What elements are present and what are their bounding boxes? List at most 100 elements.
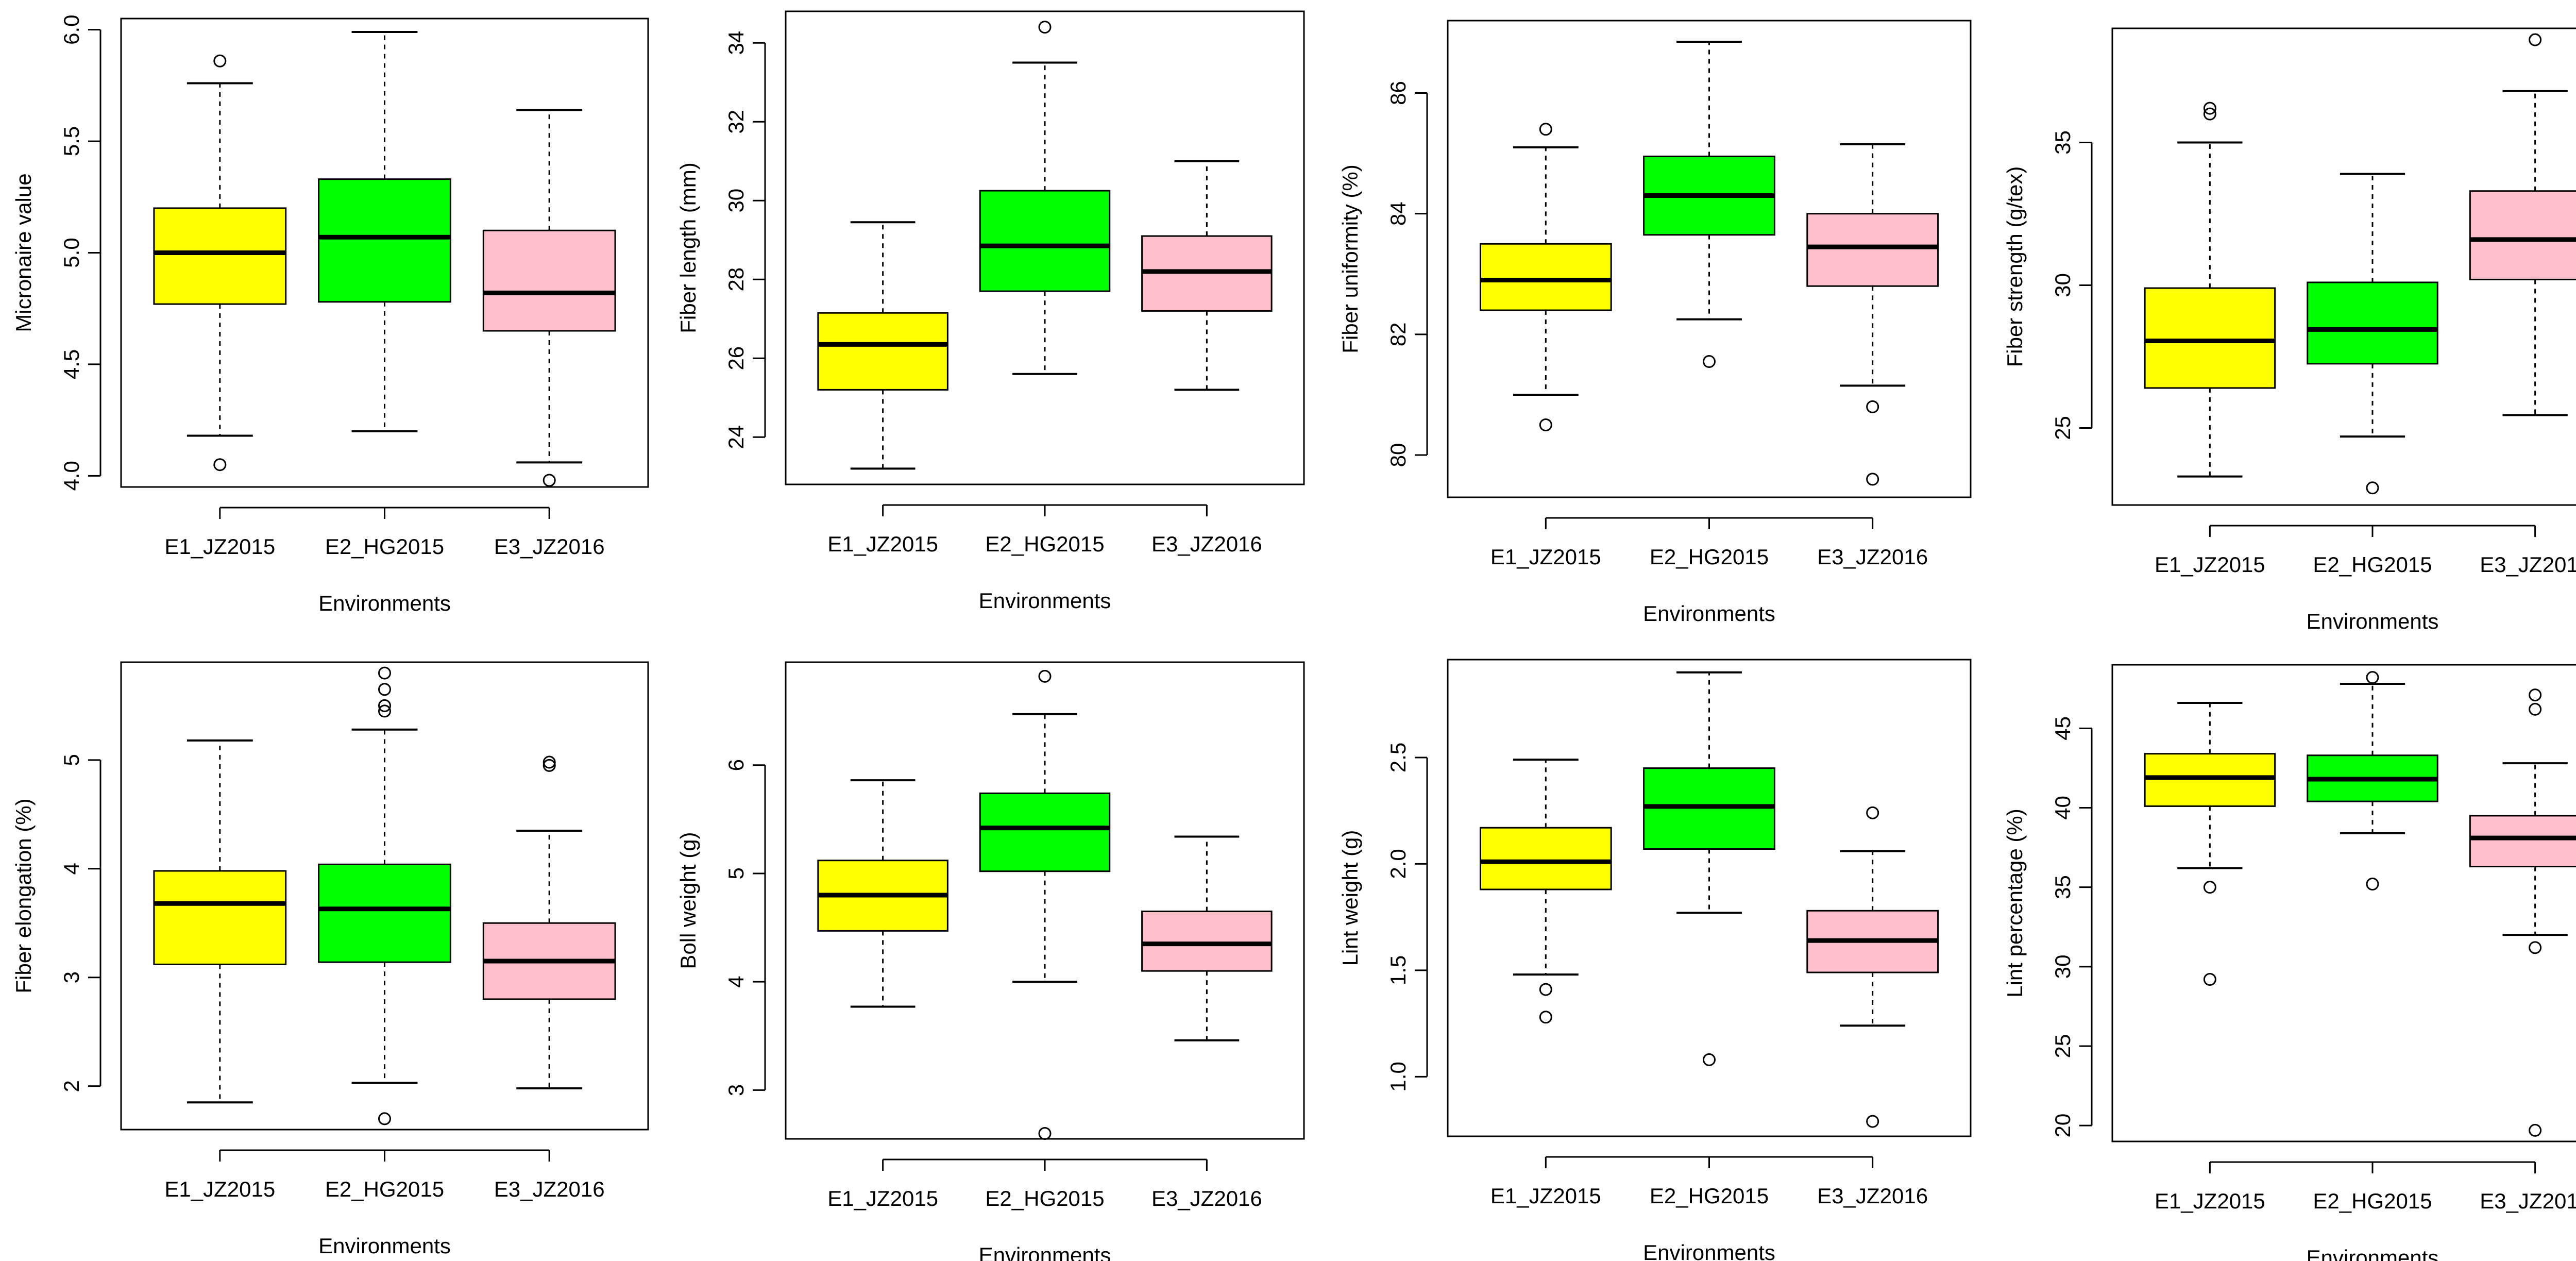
y-axis-title: Fiber length (mm): [676, 162, 700, 333]
box-E2_HG2015: [979, 669, 1111, 1140]
x-tick-label: E1_JZ2015: [164, 1177, 275, 1201]
outlier-point: [2529, 33, 2542, 46]
x-axis-title: Environments: [318, 1234, 451, 1258]
x-axis-title: Environments: [979, 1243, 1111, 1261]
y-tick-label: 2.0: [1386, 849, 1410, 879]
y-tick-label: 28: [724, 267, 748, 292]
outlier-point: [2529, 1123, 2542, 1137]
y-axis-title: Boll weight (g): [676, 832, 700, 969]
outlier-point: [1866, 806, 1879, 819]
iqr-box: [2469, 190, 2576, 280]
outlier-point: [2529, 688, 2542, 702]
plot-frame: [1447, 20, 1972, 498]
boxplot-panel: 4.0 4.5 5.0 5.5 6.0 E1_JZ2015 E2_HG2015 E3_JZ20…: [11, 14, 649, 615]
outlier-point: [213, 54, 227, 68]
outlier-point: [2366, 671, 2379, 684]
iqr-box: [979, 190, 1111, 292]
iqr-box: [318, 178, 451, 303]
y-tick-label: 5.5: [59, 126, 83, 156]
outlier-point: [1703, 1053, 1716, 1066]
x-axis-title: Environments: [1643, 601, 1775, 626]
outlier-point: [1038, 21, 1052, 34]
boxplot-panel: 1.01.52.02.5E1_JZ2015 E2_HG2015 E3_JZ2016E…: [1338, 659, 1972, 1261]
box-E1_JZ2015: [2144, 102, 2276, 478]
x-axis: E1_JZ2015 E2_HG2015 E3_JZ2016: [164, 507, 605, 559]
iqr-box: [1479, 243, 1612, 311]
y-axis: 1.0 1.5 2.0 2.5: [1386, 743, 1428, 1092]
iqr-box: [2144, 287, 2276, 389]
box-E2_HG2015: [1643, 40, 1775, 368]
box-E1_JZ2015: [153, 739, 287, 1104]
x-tick-label: E3_JZ2016: [494, 1177, 605, 1201]
iqr-box: [2469, 815, 2576, 868]
boxplot-panel: 202530354045E1_JZ2015E2_HG2015E3_JZ2016E…: [2003, 664, 2576, 1261]
iqr-box: [1479, 827, 1612, 890]
y-axis: 25 30 35: [2050, 130, 2093, 440]
outlier-point: [2203, 107, 2216, 121]
y-axis-title: Fiber uniformity (%): [1338, 164, 1362, 353]
box-E2_HG2015: [2307, 173, 2438, 495]
y-tick-label: 40: [2050, 796, 2075, 820]
x-axis: E1_JZ2015 E2_HG2015 E3_JZ2016: [827, 504, 1262, 556]
x-axis-title: Environments: [318, 591, 451, 615]
x-tick-label: E2_HG2015: [2313, 1189, 2432, 1213]
x-tick-label: E1_JZ2015: [1490, 1184, 1601, 1208]
y-tick-label: 6.0: [59, 14, 83, 44]
box-E2_HG2015: [2307, 671, 2438, 890]
outlier-point: [2203, 881, 2216, 894]
y-axis-title: Lint percentage (%): [2003, 809, 2027, 998]
y-tick-label: 25: [2050, 1034, 2075, 1058]
y-axis-title: Lint weight (g): [1338, 830, 1362, 966]
plot-frame: [1447, 659, 1972, 1137]
y-tick-label: 30: [724, 189, 748, 213]
outlier-point: [378, 683, 391, 696]
x-axis-title: Environments: [1643, 1240, 1775, 1261]
outlier-point: [1038, 669, 1052, 683]
box-E3_JZ2016: [2469, 688, 2576, 1137]
x-axis: E1_JZ2015 E2_HG2015 E3_JZ2016: [2155, 1161, 2576, 1213]
y-tick-label: 34: [724, 31, 748, 55]
y-tick-label: 82: [1386, 323, 1410, 347]
x-tick-label: E2_HG2015: [325, 534, 444, 559]
box-E3_JZ2016: [1141, 835, 1273, 1041]
x-axis-title: Environments: [2307, 1246, 2439, 1261]
outlier-point: [378, 704, 391, 718]
outlier-point: [1539, 1011, 1552, 1024]
outlier-point: [1539, 418, 1552, 431]
x-tick-label: E2_HG2015: [985, 532, 1104, 556]
outlier-point: [378, 699, 391, 712]
outlier-point: [1703, 355, 1716, 368]
x-tick-label: E2_HG2015: [325, 1177, 444, 1201]
box-E3_JZ2016: [1806, 806, 1939, 1128]
box-E3_JZ2016: [1806, 143, 1939, 486]
x-axis: E1_JZ2015 E2_HG2015 E3_JZ2016: [164, 1149, 605, 1201]
box-E2_HG2015: [979, 21, 1111, 375]
box-E3_JZ2016: [482, 109, 616, 487]
iqr-box: [153, 207, 287, 305]
iqr-box: [2307, 281, 2438, 365]
outlier-point: [2203, 973, 2216, 986]
outlier-point: [2203, 102, 2216, 115]
x-tick-label: E1_JZ2015: [2155, 1189, 2265, 1213]
y-tick-label: 5.0: [59, 238, 83, 267]
y-axis: 24 26 28 30 32 34: [724, 31, 766, 449]
outlier-point: [1866, 400, 1879, 413]
x-tick-label: E3_JZ2016: [2480, 552, 2576, 577]
y-axis: 20 25 30 35 40 45: [2050, 716, 2093, 1138]
x-tick-label: E3_JZ2016: [1151, 532, 1262, 556]
y-axis: 2 3 4 5: [59, 754, 101, 1092]
box-E3_JZ2016: [482, 755, 616, 1089]
box-E1_JZ2015: [1479, 123, 1612, 431]
x-tick-label: E1_JZ2015: [1490, 545, 1601, 569]
outlier-point: [378, 666, 391, 680]
y-tick-label: 35: [2050, 875, 2075, 899]
x-tick-label: E1_JZ2015: [827, 532, 938, 556]
x-axis-title: Environments: [979, 589, 1111, 613]
x-axis: E1_JZ2015 E2_HG2015 E3_JZ2016: [2155, 525, 2576, 577]
outlier-point: [543, 474, 556, 487]
y-tick-label: 4.0: [59, 461, 83, 491]
y-tick-label: 86: [1386, 81, 1410, 105]
iqr-box: [482, 229, 616, 332]
boxplot-panel: 2 3 4 5 E1_JZ2015 E2_HG2015 E3_JZ2016 Environme…: [11, 661, 649, 1258]
